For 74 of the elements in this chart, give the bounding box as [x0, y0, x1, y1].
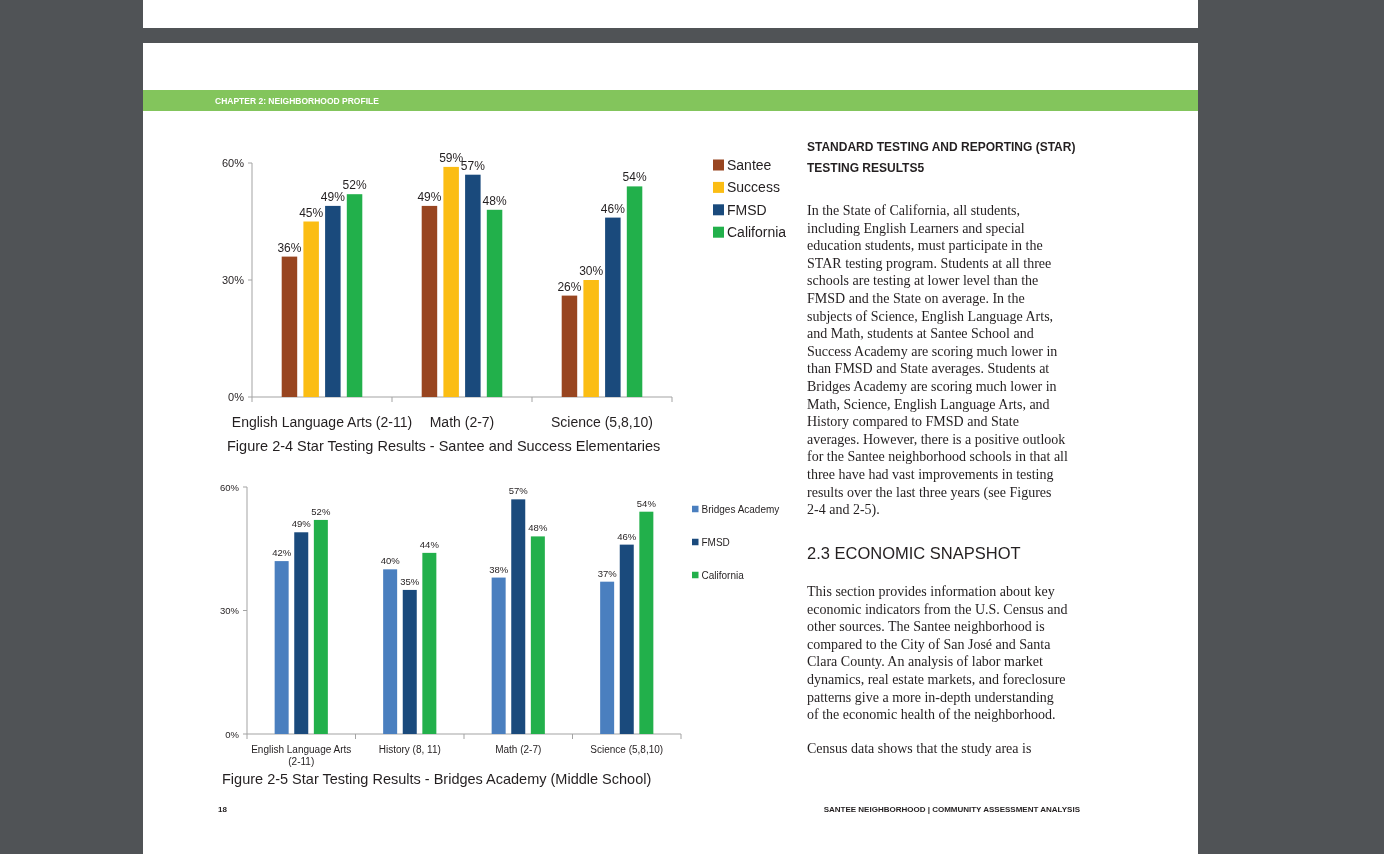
x-tick-label: History (8, 11): [378, 744, 441, 755]
bar: [402, 589, 417, 734]
bar: [583, 280, 599, 397]
y-tick-label: 30%: [221, 274, 245, 286]
bar: [600, 581, 615, 734]
data-label: 48%: [528, 522, 548, 534]
bar: [639, 511, 654, 734]
legend-label: California: [701, 569, 745, 581]
data-label: 48%: [482, 193, 507, 208]
bar: [486, 209, 503, 397]
bar: [491, 577, 506, 734]
text: In the State of California, all students, including English Learners and special education students, must participate in the STAR testing program. Students at all three schools are testing at lower level than the FMSD and the State on average. In the subjects of Science, English Language Arts, and Math, students at Santee School and Success Academy are scoring much lower in than FMSD and State averages. Students at Bridges Academy are scoring much lower in Math, Science, English Language Arts, and History compared to FMSD and State averages. However, there is a positive outlook for the Santee neighborhood schools in that all three have had vast improvements in testing results over the last three years (see Figures 2-4 and 2-5).: [807, 203, 1068, 518]
text: Figure 2-4 Star Testing Results - Santee and Success Elementaries: [227, 438, 661, 454]
text: Figure 2-5 Star Testing Results - Bridges Academy (Middle School): [222, 770, 652, 787]
bar: [274, 561, 289, 734]
data-label: 42%: [272, 547, 292, 559]
bar: [511, 499, 526, 734]
bar: [465, 174, 481, 397]
bar: [530, 536, 545, 734]
data-label: 46%: [600, 201, 626, 216]
y-tick-label: 0%: [228, 391, 245, 403]
bar: [443, 166, 459, 397]
data-label: 26%: [557, 279, 582, 294]
text: 18: [218, 805, 228, 814]
data-label: 36%: [277, 240, 302, 255]
legend-label: Success: [727, 179, 780, 196]
data-label: 49%: [417, 189, 442, 204]
y-tick-label: 60%: [221, 157, 245, 169]
bar: [619, 544, 634, 734]
text: Census data shows that the study area is: [807, 740, 1032, 756]
x-tick-label: Science (5,8,10): [590, 744, 664, 755]
data-label: 52%: [311, 505, 331, 517]
data-label: 44%: [419, 538, 440, 550]
x-tick-label: English Language Arts (2-11): [251, 744, 352, 767]
bar: [626, 186, 643, 397]
data-label: 49%: [291, 518, 312, 530]
data-label: 54%: [636, 497, 657, 509]
legend-label: California: [727, 224, 787, 241]
bar: [281, 256, 298, 397]
data-label: 45%: [299, 205, 324, 220]
text: 2.3 ECONOMIC SNAPSHOT: [807, 544, 1021, 562]
bar: [303, 221, 319, 397]
bar: [325, 205, 341, 397]
data-label: 30%: [579, 264, 604, 278]
bar: [313, 519, 328, 734]
x-tick-label: Math (2-7): [495, 744, 542, 755]
text: SANTEE NEIGHBORHOOD | COMMUNITY ASSESSMENT ANALYSIS: [823, 805, 1081, 814]
y-tick-label: 0%: [225, 728, 240, 740]
bar: [561, 295, 578, 397]
text: STANDARD TESTING AND REPORTING (STAR) TESTING RESULTS5: [807, 140, 1076, 175]
legend-label: FMSD: [701, 536, 730, 548]
y-tick-label: 60%: [219, 481, 240, 493]
bar: [605, 217, 621, 397]
legend-label: Santee: [727, 157, 772, 173]
x-tick-label: Math (2-7): [429, 414, 495, 430]
data-label: 57%: [508, 485, 529, 497]
bar: [294, 532, 309, 734]
x-tick-label: English Language Arts (2-11): [231, 414, 413, 430]
data-label: 35%: [400, 575, 420, 587]
data-label: 38%: [489, 563, 509, 575]
data-label: 54%: [622, 170, 647, 185]
x-tick-label: Science (5,8,10): [551, 414, 653, 430]
bar: [422, 552, 437, 734]
bar: [346, 194, 363, 397]
y-tick-label: 30%: [219, 605, 240, 616]
legend-label: FMSD: [727, 201, 767, 218]
text: CHAPTER 2: NEIGHBORHOOD PROFILE: [215, 96, 380, 106]
bar: [383, 569, 398, 734]
text: This section provides information about key economic indicators from the U.S. Census and other sources. The Santee neighborhood is compared to the City of San José and Santa Clara County. An analysis of labor market dynamics, real estate markets, and foreclosure patterns give a more in-depth understanding of the economic health of the neighborhood.: [807, 584, 1068, 723]
data-label: 37%: [597, 567, 618, 579]
bar: [421, 205, 438, 397]
data-label: 40%: [380, 555, 401, 567]
data-label: 46%: [617, 530, 637, 542]
legend-label: Bridges Academy: [701, 503, 780, 515]
